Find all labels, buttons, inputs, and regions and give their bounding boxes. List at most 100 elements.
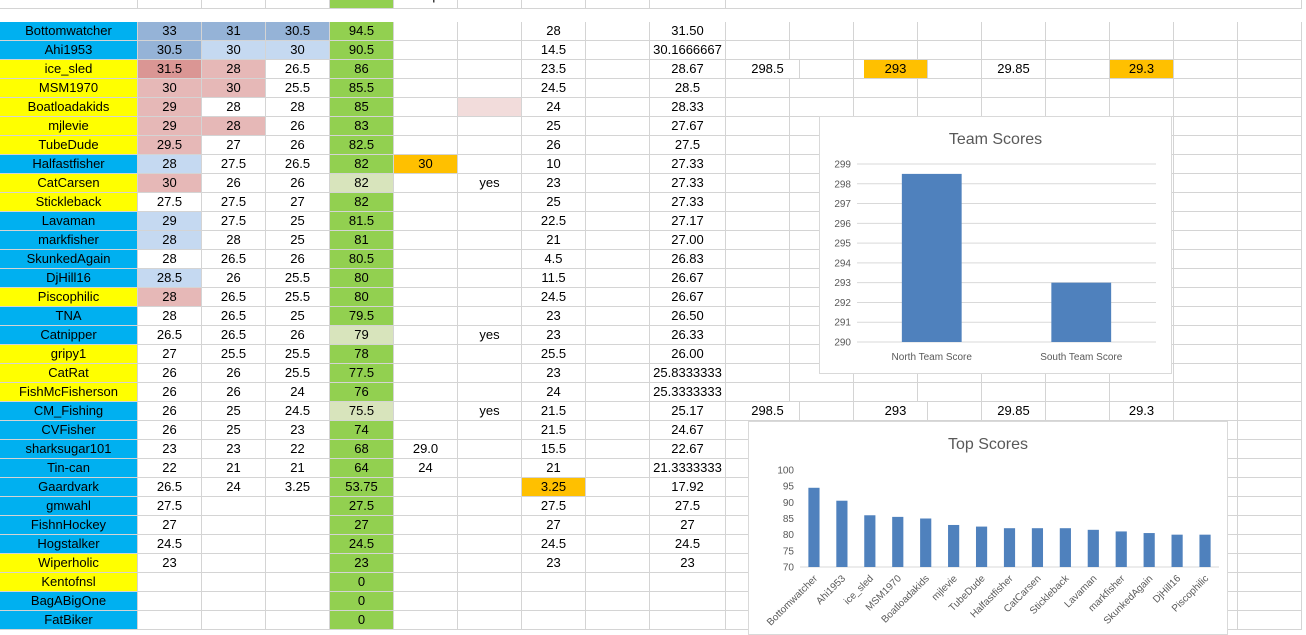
score-cell[interactable]: 25 xyxy=(202,402,266,421)
score-cell[interactable]: 27.5 xyxy=(650,497,726,516)
score-cell[interactable] xyxy=(458,345,522,364)
score-cell[interactable]: 26.83 xyxy=(650,250,726,269)
score-cell[interactable]: 79.5 xyxy=(330,307,394,326)
empty-cell[interactable] xyxy=(918,41,982,60)
empty-cell[interactable] xyxy=(854,22,918,41)
score-cell[interactable]: 78 xyxy=(330,345,394,364)
score-cell[interactable] xyxy=(394,554,458,573)
score-cell[interactable]: 3.25 xyxy=(266,478,330,497)
empty-cell[interactable] xyxy=(982,41,1046,60)
score-cell[interactable]: 31 xyxy=(202,22,266,41)
score-cell[interactable] xyxy=(458,554,522,573)
score-cell[interactable]: 25.5 xyxy=(266,288,330,307)
score-cell[interactable]: 27.5 xyxy=(202,193,266,212)
empty-cell[interactable] xyxy=(1174,269,1238,288)
score-cell[interactable]: 28 xyxy=(266,98,330,117)
score-cell[interactable] xyxy=(394,117,458,136)
empty-cell[interactable] xyxy=(1174,136,1238,155)
score-cell[interactable] xyxy=(394,478,458,497)
score-cell[interactable] xyxy=(458,22,522,41)
score-cell[interactable]: 24 xyxy=(202,478,266,497)
score-cell[interactable] xyxy=(522,592,586,611)
score-cell[interactable]: 25 xyxy=(266,231,330,250)
angler-name-cell[interactable]: Catnipper xyxy=(0,326,138,345)
empty-cell[interactable] xyxy=(726,98,790,117)
score-cell[interactable] xyxy=(202,611,266,630)
empty-cell[interactable] xyxy=(726,345,790,364)
score-cell[interactable]: 27.5 xyxy=(522,497,586,516)
score-cell[interactable]: 27.5 xyxy=(202,155,266,174)
header-cell[interactable]: Smallest xyxy=(522,0,586,9)
score-cell[interactable]: 28 xyxy=(138,250,202,269)
empty-cell[interactable] xyxy=(1174,383,1238,402)
score-cell[interactable]: 24.5 xyxy=(138,535,202,554)
score-cell[interactable] xyxy=(266,611,330,630)
score-cell[interactable]: yes xyxy=(458,402,522,421)
angler-name-cell[interactable]: ice_sled xyxy=(0,60,138,79)
score-cell[interactable]: 25 xyxy=(266,307,330,326)
score-cell[interactable] xyxy=(458,98,522,117)
score-cell[interactable]: 86 xyxy=(330,60,394,79)
angler-name-cell[interactable]: Piscophilic xyxy=(0,288,138,307)
empty-cell[interactable] xyxy=(1238,174,1302,193)
score-cell[interactable] xyxy=(394,79,458,98)
empty-cell[interactable] xyxy=(790,383,854,402)
score-cell[interactable]: 22.67 xyxy=(650,440,726,459)
empty-cell[interactable] xyxy=(1238,231,1302,250)
score-cell[interactable] xyxy=(458,364,522,383)
empty-cell[interactable] xyxy=(1174,288,1238,307)
score-cell[interactable]: 26 xyxy=(138,421,202,440)
score-cell[interactable]: 28 xyxy=(202,60,266,79)
score-cell[interactable]: 27.67 xyxy=(650,117,726,136)
empty-cell[interactable] xyxy=(1110,79,1174,98)
score-cell[interactable] xyxy=(522,573,586,592)
score-cell[interactable] xyxy=(586,231,650,250)
score-cell[interactable] xyxy=(394,402,458,421)
empty-cell[interactable] xyxy=(982,383,1046,402)
empty-cell[interactable] xyxy=(1174,117,1238,136)
score-cell[interactable]: 26 xyxy=(202,269,266,288)
score-cell[interactable]: 25 xyxy=(522,193,586,212)
team-scores-chart[interactable]: Team Scores 290 291 292 293 294 295 296 297 298 29… xyxy=(819,116,1172,374)
score-cell[interactable]: 26 xyxy=(266,117,330,136)
score-cell[interactable] xyxy=(458,60,522,79)
score-cell[interactable]: 29 xyxy=(138,117,202,136)
score-cell[interactable]: 17.92 xyxy=(650,478,726,497)
empty-cell[interactable] xyxy=(1110,41,1174,60)
score-cell[interactable] xyxy=(586,535,650,554)
summary-header-cell[interactable]: North Ave xyxy=(982,0,1110,9)
score-cell[interactable]: 26 xyxy=(266,326,330,345)
empty-cell[interactable] xyxy=(918,22,982,41)
score-cell[interactable]: 22 xyxy=(266,440,330,459)
empty-cell[interactable] xyxy=(1174,364,1238,383)
score-cell[interactable]: 28.5 xyxy=(138,269,202,288)
header-cell[interactable]: Name: xyxy=(0,0,138,9)
score-cell[interactable] xyxy=(650,573,726,592)
angler-name-cell[interactable]: FishMcFisherson xyxy=(0,383,138,402)
angler-name-cell[interactable]: FishnHockey xyxy=(0,516,138,535)
empty-cell[interactable] xyxy=(854,98,918,117)
score-cell[interactable]: 26 xyxy=(266,174,330,193)
score-cell[interactable] xyxy=(138,592,202,611)
header-cell[interactable]: Ave. Size xyxy=(650,0,726,9)
empty-cell[interactable] xyxy=(1110,383,1174,402)
angler-name-cell[interactable]: CatRat xyxy=(0,364,138,383)
score-cell[interactable]: 24.5 xyxy=(330,535,394,554)
empty-cell[interactable] xyxy=(1238,41,1302,60)
empty-cell[interactable] xyxy=(1238,136,1302,155)
score-cell[interactable] xyxy=(458,573,522,592)
empty-cell[interactable] xyxy=(1046,383,1110,402)
score-cell[interactable]: 28 xyxy=(138,155,202,174)
score-cell[interactable] xyxy=(458,136,522,155)
score-cell[interactable]: 26 xyxy=(138,383,202,402)
empty-cell[interactable] xyxy=(726,117,790,136)
header-cell[interactable]: Delta xyxy=(586,0,650,9)
score-cell[interactable]: 27.17 xyxy=(650,212,726,231)
score-cell[interactable] xyxy=(458,155,522,174)
score-cell[interactable] xyxy=(586,79,650,98)
score-cell[interactable] xyxy=(458,41,522,60)
empty-cell[interactable] xyxy=(1238,573,1302,592)
score-cell[interactable]: 30 xyxy=(266,41,330,60)
empty-cell[interactable] xyxy=(1046,60,1110,79)
score-cell[interactable] xyxy=(586,592,650,611)
